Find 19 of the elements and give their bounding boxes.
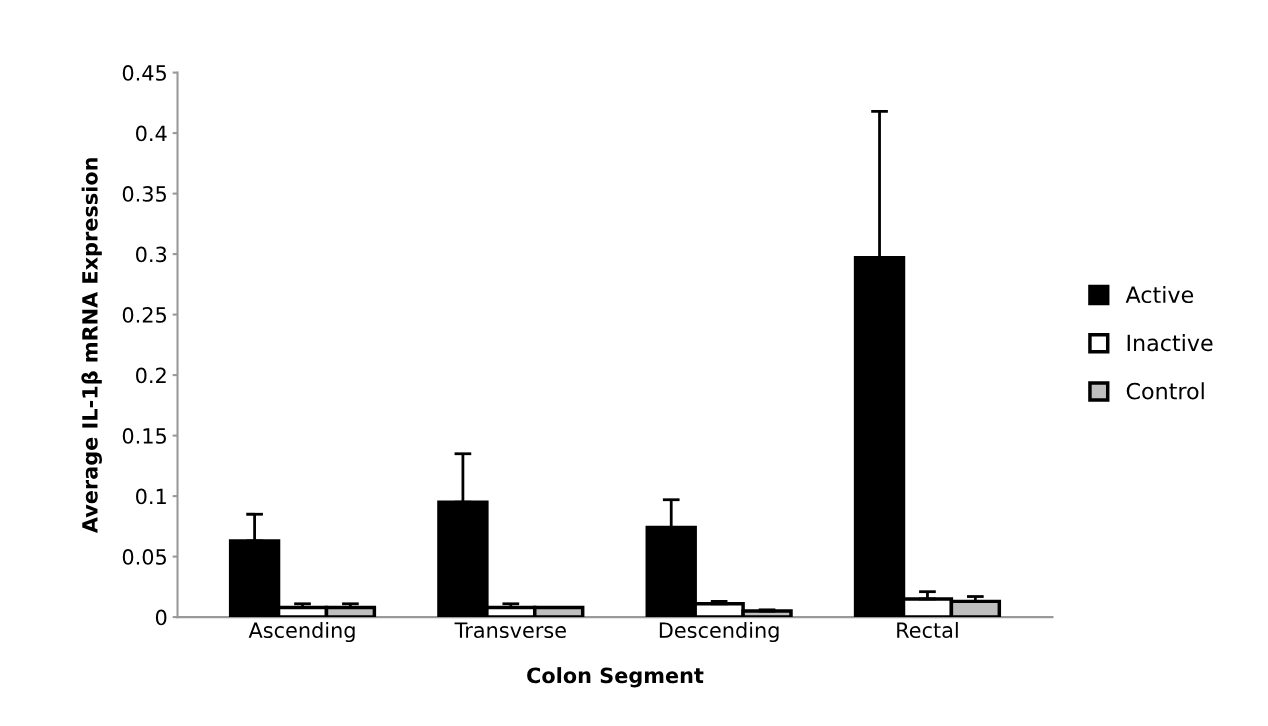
y-tick-label: 0.15 (122, 428, 166, 444)
x-tick-label: Ascending (248, 621, 355, 643)
y-tick-label: 0 (155, 609, 167, 626)
legend-label: Inactive (1127, 334, 1213, 352)
legend-label: Control (1126, 382, 1204, 400)
x-tick-label: Transverse (454, 622, 566, 639)
y-tick-label: 0.1 (136, 488, 166, 505)
x-tick-label: Descending (659, 621, 779, 643)
x-axis-title: Colon Segment (527, 667, 704, 688)
y-axis-title: Average IL-1β mRNA Expression (81, 158, 102, 534)
legend-label: Active (1125, 285, 1194, 304)
y-tick-label: 0.2 (136, 367, 166, 384)
y-tick-label: 0.35 (122, 186, 166, 202)
y-tick-label: 0.4 (136, 125, 167, 142)
x-tick-label: Rectal (897, 621, 958, 639)
y-tick-label: 0.25 (122, 307, 166, 323)
y-tick-label: 0.05 (122, 549, 166, 565)
y-tick-label: 0.45 (122, 65, 166, 81)
y-tick-label: 0.3 (136, 246, 167, 263)
